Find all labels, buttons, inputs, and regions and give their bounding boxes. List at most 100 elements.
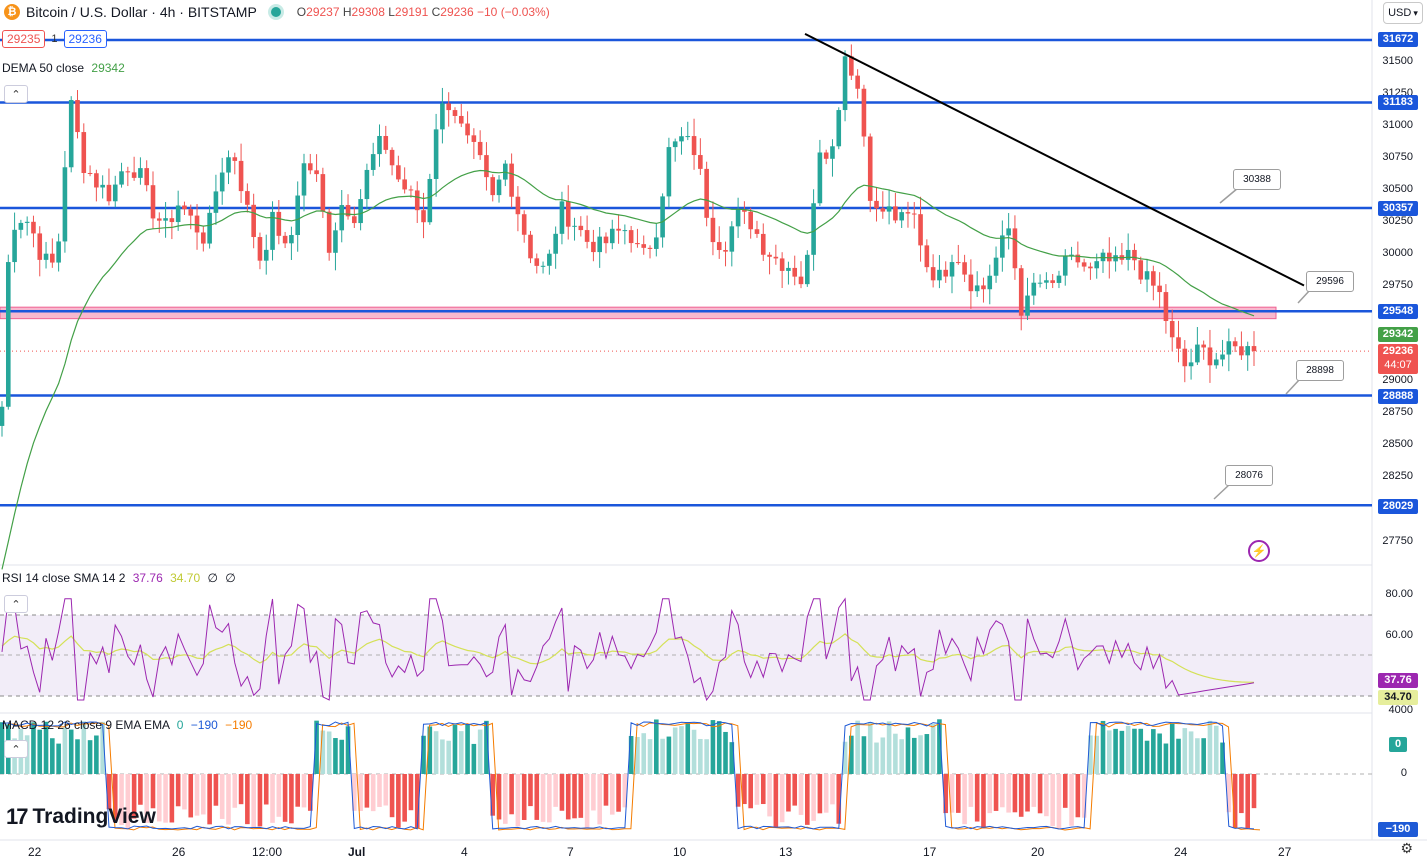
candle xyxy=(427,173,433,225)
candle xyxy=(465,111,470,144)
candle xyxy=(1000,220,1005,272)
candle-body xyxy=(792,267,798,277)
macd-histogram-bar xyxy=(458,731,464,774)
candle-body xyxy=(1132,249,1137,261)
candle xyxy=(930,254,936,288)
macd-histogram-bar xyxy=(836,774,842,824)
candle-body xyxy=(1006,228,1011,236)
macd-histogram-bar xyxy=(1075,774,1081,818)
macd-histogram-bar xyxy=(1188,731,1194,774)
price-tick: 29750 xyxy=(1382,279,1413,291)
candle-body xyxy=(553,233,558,254)
candle-body xyxy=(251,204,256,238)
candle xyxy=(169,209,175,240)
bolt-icon[interactable]: ⚡ xyxy=(1248,540,1270,562)
macd-histogram-bar xyxy=(798,774,804,815)
macd-legend[interactable]: MACD 12 26 close 9 EMA EMA 0 −190 −190 xyxy=(2,718,253,732)
price-callout[interactable]: 28898 xyxy=(1296,360,1344,381)
candle-body xyxy=(968,274,974,292)
macd-histogram-bar xyxy=(1006,774,1011,813)
candle xyxy=(1037,274,1043,288)
level-tag-28888: 28888 xyxy=(1378,389,1418,404)
candle xyxy=(509,153,514,208)
candle xyxy=(396,155,401,183)
candle xyxy=(622,224,628,245)
candle-body xyxy=(1245,346,1251,356)
candle xyxy=(112,175,118,208)
candle xyxy=(100,175,105,199)
macd-histogram-bar xyxy=(37,729,43,774)
candle xyxy=(402,167,407,194)
macd-histogram-bar xyxy=(1050,774,1055,826)
macd-histogram-bar xyxy=(1081,774,1087,818)
candle xyxy=(156,212,162,233)
currency-selector[interactable]: USD ▾ xyxy=(1383,2,1423,24)
candle-body xyxy=(81,132,87,173)
candle-body xyxy=(496,179,502,196)
candle-body xyxy=(182,205,187,210)
buy-price-button[interactable]: 29236 xyxy=(63,30,107,48)
macd-histogram-bar xyxy=(786,774,791,812)
macd-line xyxy=(1,721,1255,830)
macd-histogram-bar xyxy=(402,774,407,822)
candle xyxy=(0,401,5,437)
candle xyxy=(414,181,420,224)
candle xyxy=(458,103,464,128)
candle xyxy=(559,191,565,245)
macd-histogram-bar xyxy=(333,738,338,774)
candle xyxy=(295,181,300,252)
settings-icon[interactable]: ⚙ xyxy=(1400,840,1413,856)
candle xyxy=(377,124,382,167)
candle-body xyxy=(1169,321,1175,338)
collapse-legend-button[interactable]: ⌃ xyxy=(4,85,28,103)
candle-body xyxy=(440,103,445,130)
collapse-macd-button[interactable]: ⌃ xyxy=(4,740,28,758)
macd-histogram-bar xyxy=(56,743,61,774)
macd-histogram-bar xyxy=(823,774,829,813)
macd-histogram-bar xyxy=(899,739,904,774)
macd-histogram-bar xyxy=(735,774,741,807)
macd-histogram-bar xyxy=(1069,774,1074,826)
candle xyxy=(43,241,49,269)
price-callout[interactable]: 28076 xyxy=(1225,465,1273,486)
candle-body xyxy=(201,232,206,244)
last-price-tag: 29236 44:07 xyxy=(1378,344,1418,374)
macd-histogram-bar xyxy=(628,736,634,774)
candle xyxy=(37,226,43,277)
symbol-title[interactable]: Bitcoin / U.S. Dollar · 4h · BITSTAMP xyxy=(26,4,257,20)
macd-histogram-bar xyxy=(144,774,150,823)
sell-price-button[interactable]: 29235 xyxy=(2,30,46,48)
macd-histogram-bar xyxy=(1251,774,1257,809)
candle-body xyxy=(628,230,634,244)
candle-body xyxy=(1151,271,1156,286)
collapse-rsi-button[interactable]: ⌃ xyxy=(4,595,28,613)
macd-histogram-bar xyxy=(754,774,760,805)
candle-body xyxy=(742,209,747,212)
price-callout[interactable]: 30388 xyxy=(1233,169,1281,190)
macd-histogram-bar xyxy=(358,774,363,811)
rsi-legend[interactable]: RSI 14 close SMA 14 2 37.76 34.70 ∅ ∅ xyxy=(2,571,236,585)
candle-body xyxy=(1163,292,1169,322)
candle xyxy=(893,192,898,224)
candle xyxy=(1195,327,1200,366)
macd-histogram-bar xyxy=(263,774,269,805)
macd-histogram-bar xyxy=(930,723,936,774)
candle-body xyxy=(339,205,345,231)
price-callout[interactable]: 29596 xyxy=(1306,271,1354,292)
candle-body xyxy=(377,135,382,155)
macd-histogram-bar xyxy=(377,774,382,807)
candle-body xyxy=(169,218,175,223)
candle-body xyxy=(924,245,930,268)
candle xyxy=(1157,272,1162,308)
time-tick: 7 xyxy=(567,845,574,859)
macd-histogram-bar xyxy=(31,722,36,774)
dema-legend[interactable]: DEMA 50 close 29342 xyxy=(2,61,125,75)
candle xyxy=(817,139,823,206)
candle xyxy=(565,185,571,240)
candle-body xyxy=(106,184,112,202)
callout-pointer xyxy=(1219,187,1239,204)
tradingview-logo[interactable]: 17 TradingView xyxy=(6,804,156,830)
candle-body xyxy=(408,189,414,191)
candle xyxy=(1088,262,1093,280)
